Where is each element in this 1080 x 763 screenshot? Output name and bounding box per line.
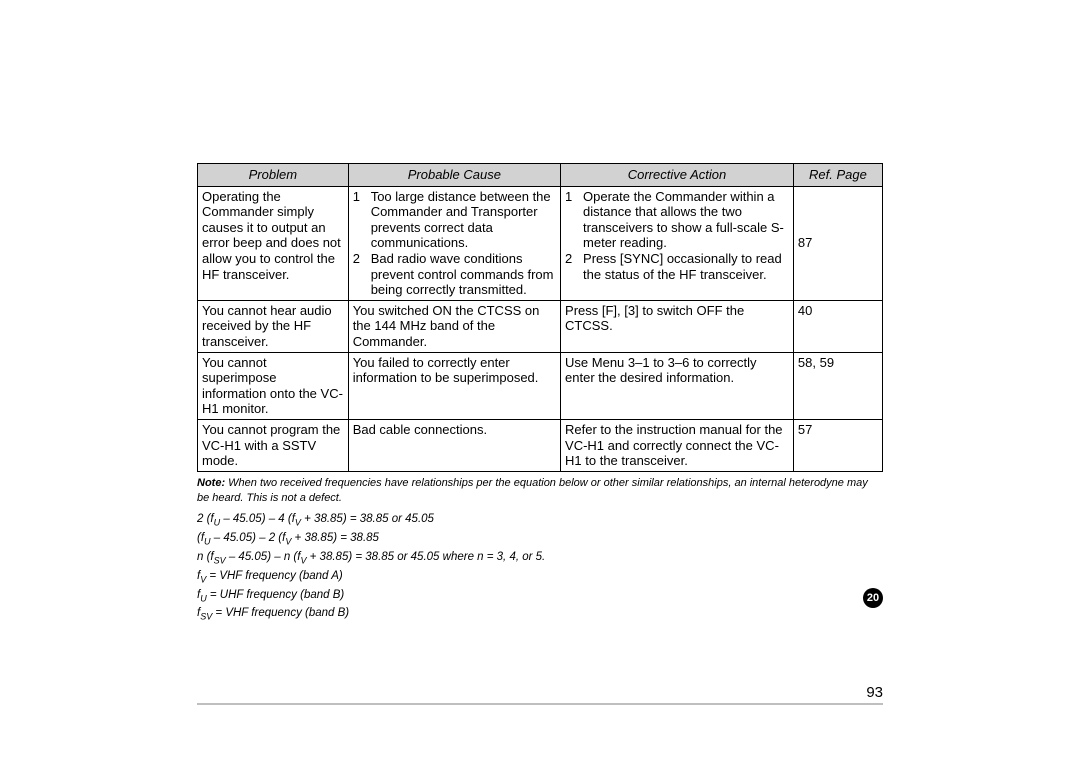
col-header-action: Corrective Action (561, 164, 794, 187)
table-row: You cannot hear audio received by the HF… (198, 300, 883, 352)
table-row: Operating the Commander simply causes it… (198, 186, 883, 300)
col-header-problem: Problem (198, 164, 349, 187)
equation-def: fSV = VHF frequency (band B) (197, 605, 883, 624)
action-number: 1 (565, 189, 577, 251)
note-label: Note: (197, 477, 225, 489)
action-text: Press [SYNC] occasionally to read the st… (583, 251, 789, 282)
table-row: You cannot superimpose information onto … (198, 352, 883, 419)
cell-action: Refer to the instruction manual for the … (561, 419, 794, 471)
equation-line: (fU – 45.05) – 2 (fV + 38.85) = 38.85 (197, 530, 883, 549)
cell-problem: You cannot program the VC-H1 with a SSTV… (198, 419, 349, 471)
cell-cause: You switched ON the CTCSS on the 144 MHz… (348, 300, 560, 352)
equation-line: n (fSV – 45.05) – n (fV + 38.85) = 38.85… (197, 549, 883, 568)
cell-problem: You cannot hear audio received by the HF… (198, 300, 349, 352)
action-number: 2 (565, 251, 577, 282)
cell-refpage: 57 (793, 419, 882, 471)
cell-cause: You failed to correctly enter informatio… (348, 352, 560, 419)
cell-cause: Bad cable connections. (348, 419, 560, 471)
action-text: Operate the Commander within a distance … (583, 189, 789, 251)
table-row: You cannot program the VC-H1 with a SSTV… (198, 419, 883, 471)
cell-action: Use Menu 3–1 to 3–6 to correctly enter t… (561, 352, 794, 419)
col-header-page: Ref. Page (793, 164, 882, 187)
cause-text: Too large distance between the Commander… (371, 189, 556, 251)
cell-refpage: 40 (793, 300, 882, 352)
section-badge: 20 (863, 588, 883, 608)
cell-refpage: 58, 59 (793, 352, 882, 419)
cause-number: 1 (353, 189, 365, 251)
equations-block: 2 (fU – 45.05) – 4 (fV + 38.85) = 38.85 … (197, 511, 883, 624)
page-number: 93 (866, 684, 883, 701)
note-block: Note: When two received frequencies have… (197, 476, 883, 506)
cell-cause: 1 Too large distance between the Command… (348, 186, 560, 300)
note-text: When two received frequencies have relat… (197, 477, 868, 504)
equation-def: fU = UHF frequency (band B) (197, 587, 883, 606)
col-header-cause: Probable Cause (348, 164, 560, 187)
equation-def: fV = VHF frequency (band A) (197, 568, 883, 587)
cell-problem: You cannot superimpose information onto … (198, 352, 349, 419)
equation-line: 2 (fU – 45.05) – 4 (fV + 38.85) = 38.85 … (197, 511, 883, 530)
cell-problem: Operating the Commander simply causes it… (198, 186, 349, 300)
cell-action: Press [F], [3] to switch OFF the CTCSS. (561, 300, 794, 352)
troubleshooting-table: Problem Probable Cause Corrective Action… (197, 163, 883, 472)
cause-number: 2 (353, 251, 365, 298)
footer-rule (197, 703, 883, 705)
cell-refpage: 87 (793, 186, 882, 300)
cell-action: 1 Operate the Commander within a distanc… (561, 186, 794, 300)
cause-text: Bad radio wave conditions prevent contro… (371, 251, 556, 298)
